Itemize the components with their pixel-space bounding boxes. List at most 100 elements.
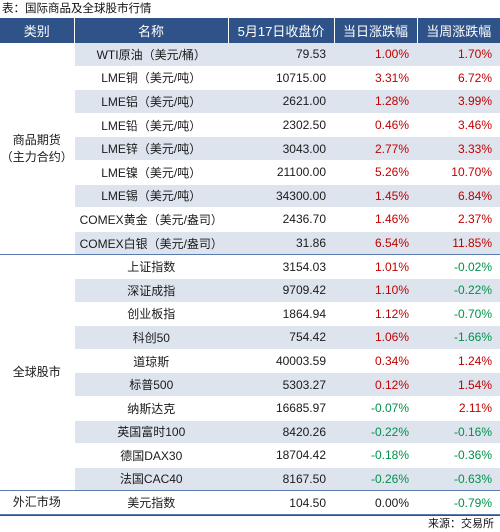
header-day-change: 当日涨跌幅 (333, 18, 417, 43)
instrument-name: COMEX白银（美元/盎司） (74, 231, 228, 256)
close-price: 18704.42 (228, 443, 334, 468)
header-category: 类别 (0, 18, 74, 43)
week-change: -0.70% (417, 302, 500, 327)
week-change: 3.99% (417, 89, 500, 114)
header-close-price: 5月17日收盘价 (227, 18, 334, 43)
table-row: 创业板指 1864.94 1.12% -0.70% (0, 302, 500, 327)
table-body: 商品期货 （主力合约） WTI原油（美元/桶） 79.53 1.00% 1.70% LME铜… (0, 43, 500, 515)
category-cell: 全球股市 (0, 254, 75, 492)
close-price: 3043.00 (228, 136, 334, 161)
close-price: 16685.97 (228, 396, 334, 421)
table-row: 法国CAC40 8167.50 -0.26% -0.63% (0, 467, 500, 492)
header-name: 名称 (73, 18, 228, 43)
table-row: 纳斯达克 16685.97 -0.07% 2.11% (0, 396, 500, 421)
category-cell: 商品期货 （主力合约） (0, 43, 75, 256)
close-price: 5303.27 (228, 372, 334, 397)
day-change: -0.26% (334, 467, 417, 492)
instrument-name: 纳斯达克 (74, 396, 228, 421)
week-change: 6.84% (417, 184, 500, 209)
day-change: 0.46% (334, 113, 417, 138)
instrument-name: LME锌（美元/吨） (74, 136, 228, 161)
instrument-name: LME铅（美元/吨） (74, 113, 228, 138)
table-row: LME铅（美元/吨） 2302.50 0.46% 3.46% (0, 113, 500, 138)
close-price: 40003.59 (228, 349, 334, 374)
close-price: 2621.00 (228, 89, 334, 114)
market-table: 类别 名称 5月17日收盘价 当日涨跌幅 当周涨跌幅 商品期货 （主力合约） WTI… (0, 18, 500, 515)
instrument-name: LME锡（美元/吨） (74, 184, 228, 209)
category-label: （主力合约） (0, 149, 73, 164)
close-price: 9709.42 (228, 278, 334, 303)
day-change: 0.12% (334, 372, 417, 397)
close-price: 2436.70 (228, 207, 334, 232)
table-row: COMEX白银（美元/盎司） 31.86 6.54% 11.85% (0, 231, 500, 256)
header-week-change: 当周涨跌幅 (416, 18, 500, 43)
instrument-name: LME镍（美元/吨） (74, 160, 228, 185)
week-change: 3.46% (417, 113, 500, 138)
category-label: 外汇市场 (12, 495, 61, 510)
instrument-name: 德国DAX30 (74, 443, 228, 468)
table-row: LME镍（美元/吨） 21100.00 5.26% 10.70% (0, 160, 500, 185)
instrument-name: 英国富时100 (74, 420, 228, 445)
table-row: LME铜（美元/吨） 10715.00 3.31% 6.72% (0, 66, 500, 91)
instrument-name: LME铝（美元/吨） (74, 89, 228, 114)
day-change: 5.26% (334, 160, 417, 185)
instrument-name: LME铜（美元/吨） (74, 66, 228, 91)
header-row: 类别 名称 5月17日收盘价 当日涨跌幅 当周涨跌幅 (0, 18, 500, 43)
week-change: 1.70% (417, 43, 500, 67)
week-change: 2.37% (417, 207, 500, 232)
table-row: 德国DAX30 18704.42 -0.18% -0.36% (0, 443, 500, 468)
category-cell: 外汇市场 (0, 490, 75, 515)
week-change: -0.22% (417, 278, 500, 303)
source-note: 来源：交易所 (0, 514, 500, 532)
close-price: 754.42 (228, 325, 334, 350)
week-change: -0.63% (417, 467, 500, 492)
instrument-name: 科创50 (74, 325, 228, 350)
category-label: 全球股市 (12, 365, 61, 380)
day-change: 1.45% (334, 184, 417, 209)
instrument-name: 标普500 (74, 372, 228, 397)
week-change: -0.16% (417, 420, 500, 445)
day-change: 1.06% (334, 325, 417, 350)
day-change: 1.00% (334, 43, 417, 67)
close-price: 10715.00 (228, 66, 334, 91)
day-change: 1.28% (334, 89, 417, 114)
day-change: 1.10% (334, 278, 417, 303)
close-price: 34300.00 (228, 184, 334, 209)
close-price: 79.53 (228, 43, 334, 67)
close-price: 8420.26 (228, 420, 334, 445)
table-row: 外汇市场 美元指数 104.50 0.00% -0.79% (0, 490, 500, 515)
close-price: 8167.50 (228, 467, 334, 492)
week-change: 10.70% (417, 160, 500, 185)
day-change: 0.34% (334, 349, 417, 374)
table-row: 英国富时100 8420.26 -0.22% -0.16% (0, 420, 500, 445)
close-price: 21100.00 (228, 160, 334, 185)
category-label: 商品期货 (12, 132, 61, 147)
week-change: -0.79% (417, 490, 500, 515)
instrument-name: COMEX黄金（美元/盎司） (74, 207, 228, 232)
table-caption: 表：国际商品及全球股市行情 (2, 3, 152, 15)
instrument-name: 上证指数 (74, 254, 228, 279)
table-row: 全球股市 上证指数 3154.03 1.01% -0.02% (0, 254, 500, 492)
close-price: 3154.03 (228, 254, 334, 279)
day-change: 1.01% (334, 254, 417, 279)
week-change: 1.24% (417, 349, 500, 374)
instrument-name: 道琼斯 (74, 349, 228, 374)
table-row: 标普500 5303.27 0.12% 1.54% (0, 372, 500, 397)
table-row: LME锌（美元/吨） 3043.00 2.77% 3.33% (0, 136, 500, 161)
week-change: -0.02% (417, 254, 500, 279)
instrument-name: 深证成指 (74, 278, 228, 303)
day-change: 1.46% (334, 207, 417, 232)
close-price: 31.86 (228, 231, 334, 256)
instrument-name: 创业板指 (74, 302, 228, 327)
instrument-name: 法国CAC40 (74, 467, 228, 492)
table-row: LME锡（美元/吨） 34300.00 1.45% 6.84% (0, 184, 500, 209)
table-row: 道琼斯 40003.59 0.34% 1.24% (0, 349, 500, 374)
close-price: 2302.50 (228, 113, 334, 138)
instrument-name: WTI原油（美元/桶） (74, 43, 228, 67)
day-change: -0.18% (334, 443, 417, 468)
week-change: 3.33% (417, 136, 500, 161)
week-change: 6.72% (417, 66, 500, 91)
day-change: 6.54% (334, 231, 417, 256)
week-change: -1.66% (417, 325, 500, 350)
table-row: 科创50 754.42 1.06% -1.66% (0, 325, 500, 350)
